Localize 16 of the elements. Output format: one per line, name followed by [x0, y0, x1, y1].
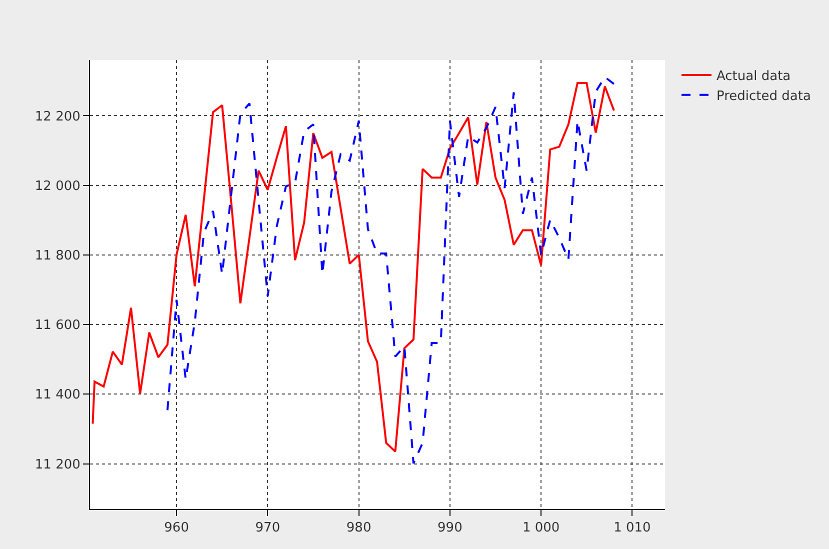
y-tick-label: 12 000: [34, 178, 80, 194]
x-tick-label: 990: [438, 520, 462, 536]
y-tick-label: 11 200: [34, 457, 80, 472]
y-tick-label: 12 200: [34, 109, 80, 124]
x-tick-label: 960: [164, 520, 189, 536]
legend-label: Predicted data: [716, 88, 811, 104]
line-series: [166, 76, 615, 464]
y-tick-label: 11 800: [34, 248, 80, 264]
x-tick-label: 1 010: [614, 520, 651, 536]
x-tick-label: 1 000: [522, 520, 560, 536]
y-tick-label: 11 600: [34, 318, 80, 334]
y-tick-label: 11 400: [34, 388, 80, 403]
legend-label: Actual data: [716, 69, 791, 84]
x-tick-label: 970: [255, 520, 280, 536]
x-tick-label: 980: [346, 520, 372, 536]
line-series: [92, 82, 615, 453]
